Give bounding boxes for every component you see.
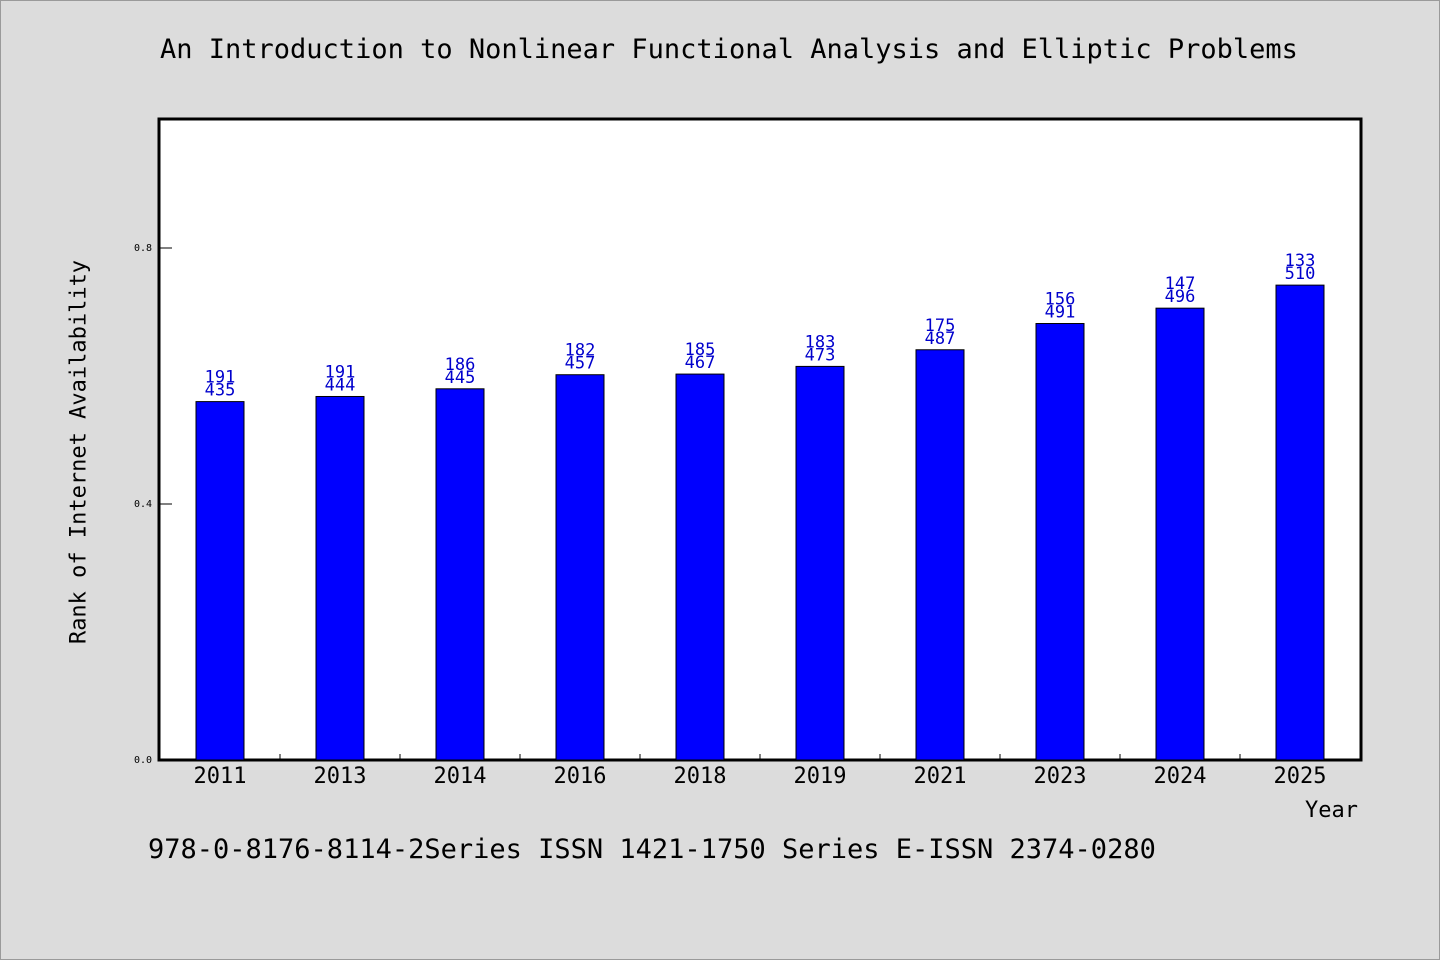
- x-tick-label: 2023: [1034, 764, 1087, 789]
- y-tick-label: 0.0: [134, 755, 152, 766]
- x-tick-label: 2018: [674, 764, 727, 789]
- chart-title: An Introduction to Nonlinear Functional …: [160, 34, 1298, 65]
- x-tick-label: 2014: [434, 764, 487, 789]
- data-label-bottom: 496: [1165, 287, 1196, 307]
- data-label-top: 182: [565, 341, 596, 361]
- data-label-bottom: 457: [565, 354, 596, 374]
- bar-2014: [435, 388, 485, 761]
- data-label-bottom: 510: [1285, 264, 1316, 284]
- data-label-top: 185: [685, 340, 716, 360]
- x-tick-label: 2021: [914, 764, 967, 789]
- data-label-top: 175: [925, 316, 956, 336]
- bar-2011: [195, 401, 245, 761]
- bar-2013: [315, 395, 365, 761]
- x-tick-label: 2011: [194, 764, 247, 789]
- data-label-top: 133: [1285, 251, 1316, 271]
- data-label-top: 191: [325, 362, 356, 382]
- data-label-bottom: 467: [685, 353, 716, 373]
- bar-2016: [555, 374, 605, 761]
- bar-2023: [1035, 323, 1085, 761]
- data-label-top: 147: [1165, 274, 1196, 294]
- data-label-bottom: 487: [925, 329, 956, 349]
- data-label-bottom: 445: [445, 368, 476, 388]
- x-tick-label: 2025: [1274, 764, 1327, 789]
- bar-2018: [675, 373, 725, 761]
- bar-2024: [1155, 307, 1205, 761]
- bar-2025: [1275, 284, 1325, 761]
- bar-2021: [915, 349, 965, 761]
- x-tick-label: 2016: [554, 764, 607, 789]
- data-label-top: 186: [445, 355, 476, 375]
- x-tick-label: 2013: [314, 764, 367, 789]
- footer-isbn-text: 978-0-8176-8114-2Series ISSN 1421-1750 S…: [148, 834, 1156, 865]
- x-axis-label: Year: [1305, 798, 1358, 823]
- data-label-bottom: 473: [805, 345, 836, 365]
- data-label-top: 191: [205, 368, 236, 388]
- y-tick-label: 0.8: [134, 243, 152, 254]
- data-label-bottom: 435: [205, 381, 236, 401]
- data-label-top: 183: [805, 332, 836, 352]
- bar-2019: [795, 365, 845, 761]
- data-label-bottom: 444: [325, 375, 356, 395]
- x-tick-label: 2019: [794, 764, 847, 789]
- x-tick-label: 2024: [1154, 764, 1207, 789]
- data-label-bottom: 491: [1045, 303, 1076, 323]
- data-label-top: 156: [1045, 290, 1076, 310]
- y-tick-label: 0.4: [134, 499, 152, 510]
